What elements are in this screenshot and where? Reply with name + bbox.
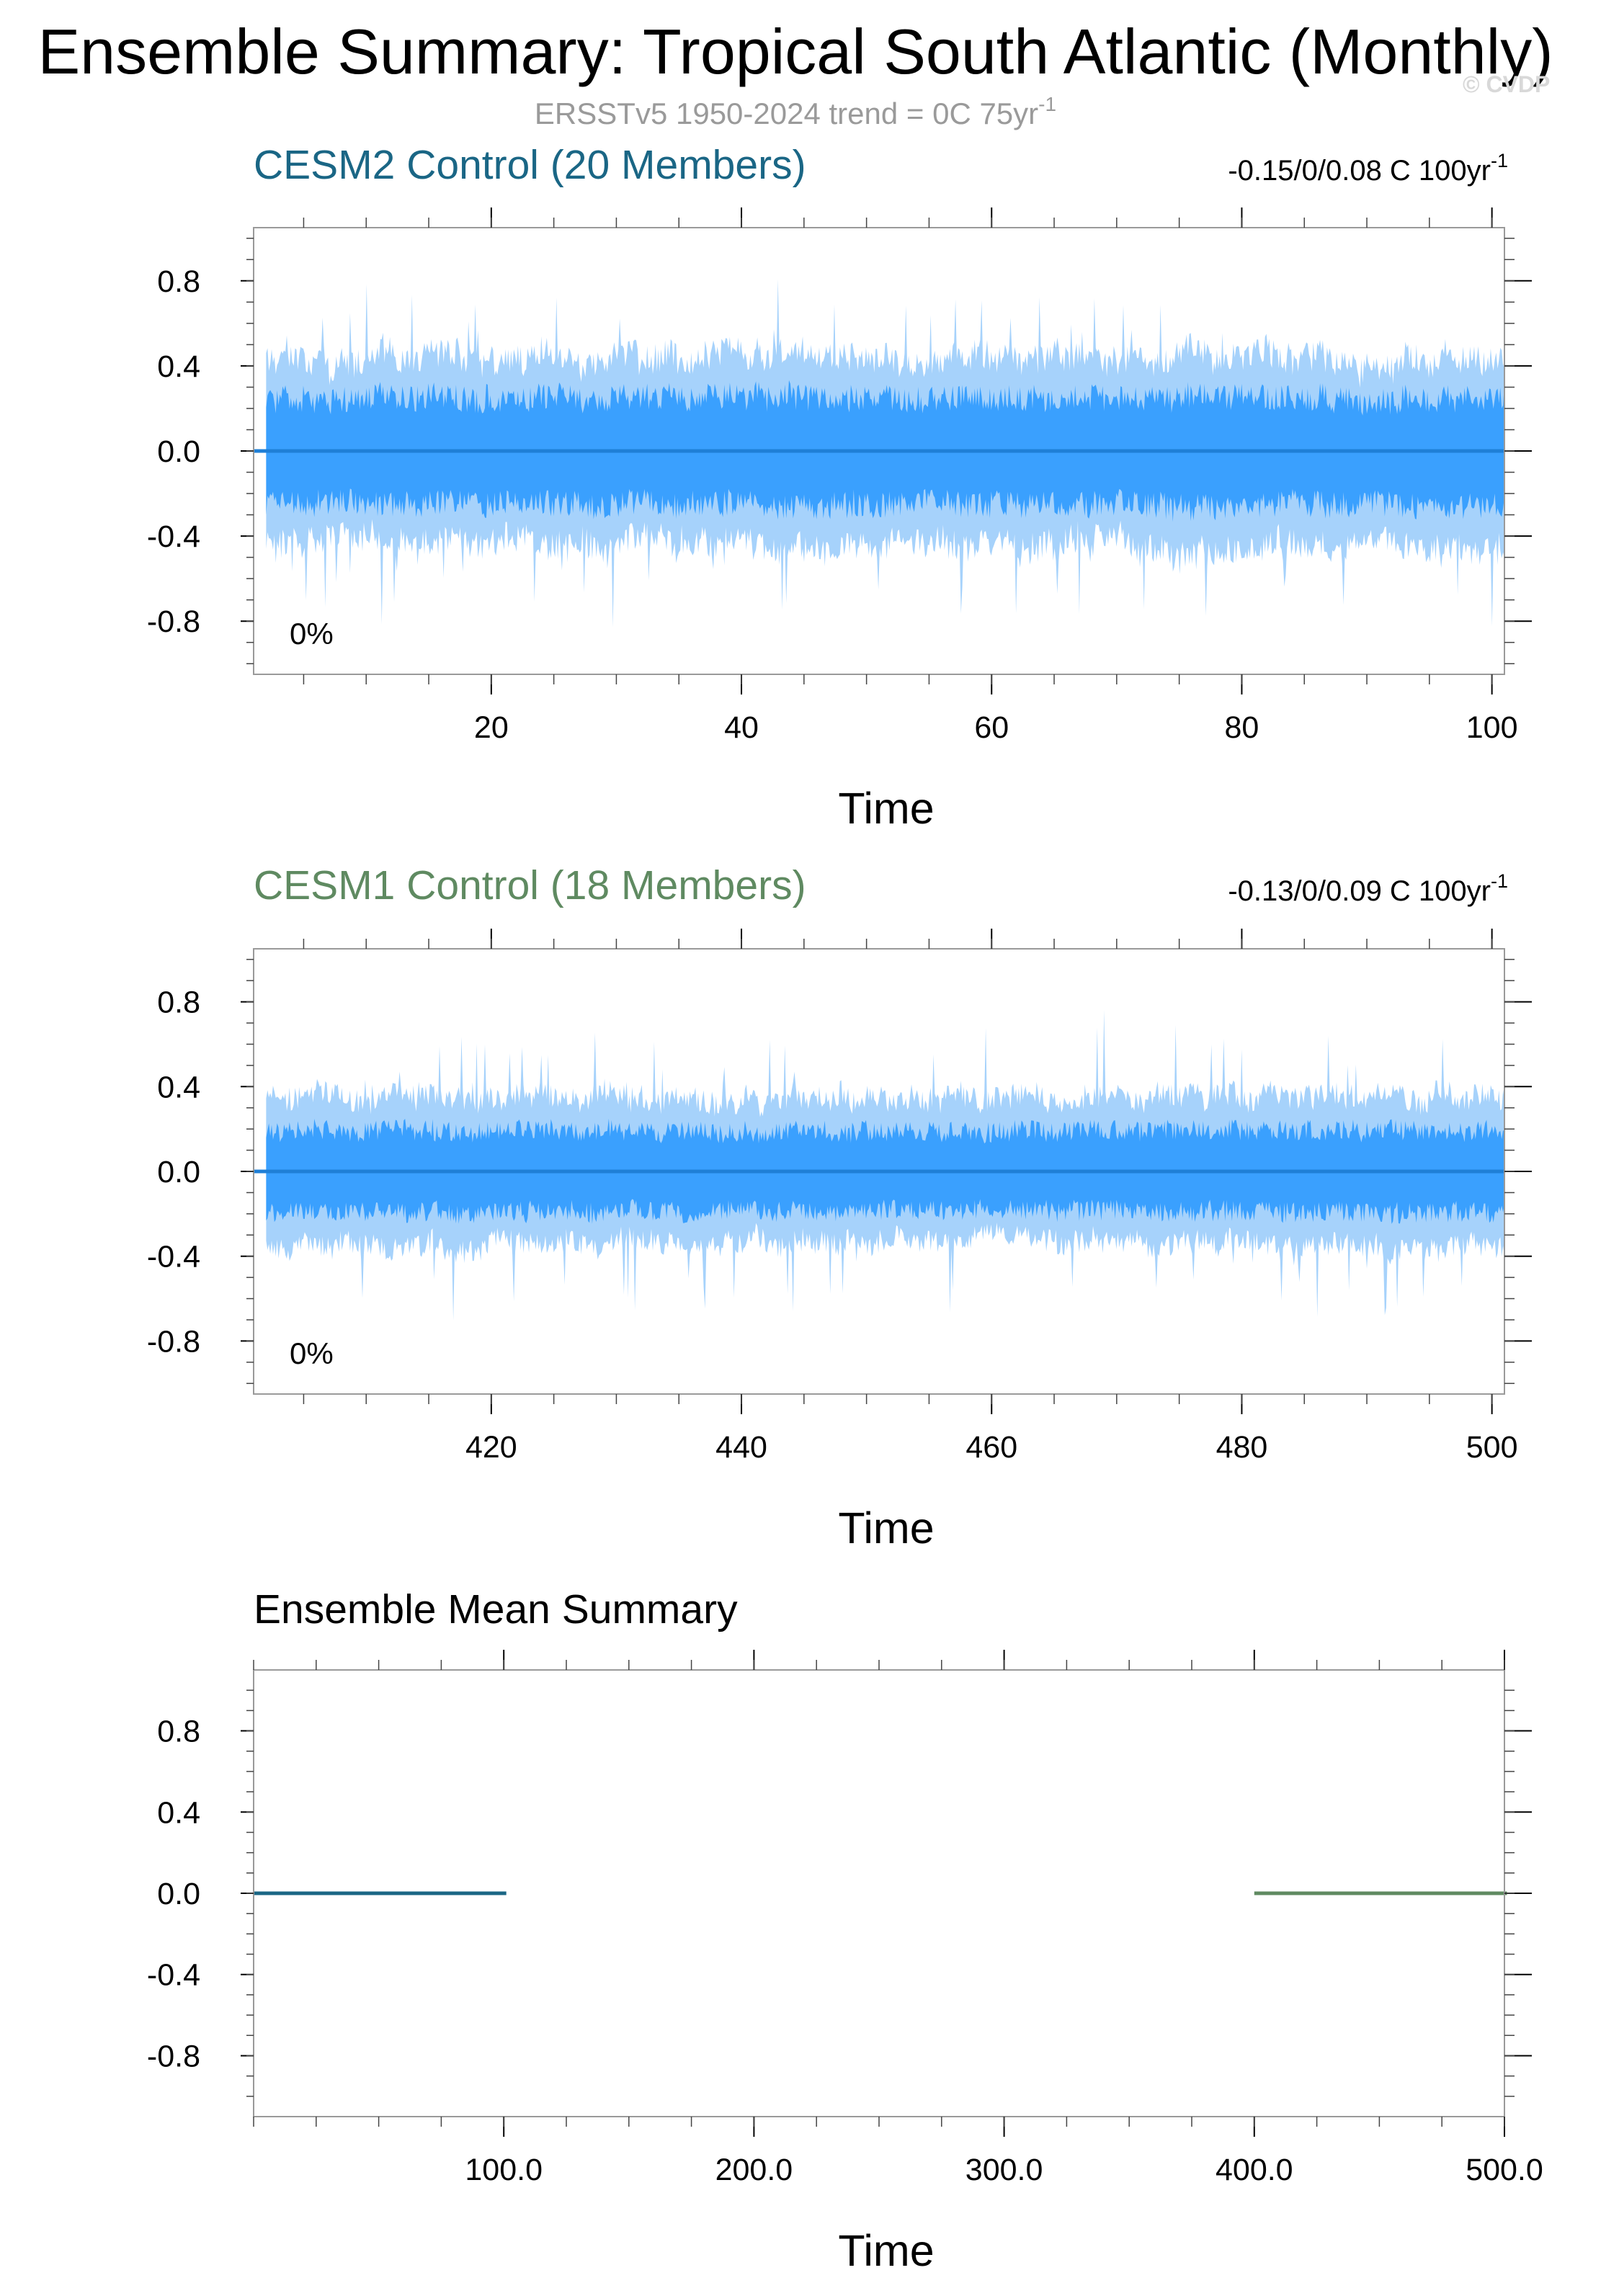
p2-x-tick-label-0: 100.0 <box>465 2153 543 2187</box>
p1-x-tick-label-1: 440 <box>715 1430 767 1465</box>
p1-y-tick-label-3: -0.4 <box>147 1240 200 1274</box>
panel-cesm2-control: CESM2 Control (20 Members) -0.15/0/0.08 C… <box>147 142 1532 833</box>
p1-panel-title: CESM1 Control (18 Members) <box>254 862 806 908</box>
p2-x-axis-label: Time <box>838 2226 934 2275</box>
subtitle-superscript: -1 <box>1038 93 1056 115</box>
p1-x-tick-label-4: 500 <box>1466 1430 1518 1465</box>
p1-y-tick-label-0: 0.8 <box>157 986 200 1020</box>
p1-trend-label: -0.13/0/0.09 C 100yr-1 <box>1228 870 1508 907</box>
p1-trend-superscript: -1 <box>1491 870 1508 892</box>
subtitle-text: ERSSTv5 1950-2024 trend = 0C 75yr <box>535 97 1038 130</box>
p0-y-tick-label-4: -0.8 <box>147 604 200 639</box>
panel-ensemble-mean-summary: Ensemble Mean Summary 0.8 0.4 0.0 -0.4 -0.8 10… <box>147 1586 1543 2275</box>
copyright-watermark: © CVDP <box>1463 71 1550 97</box>
p2-x-tick-label-1: 200.0 <box>715 2153 793 2187</box>
p0-y-tick-label-3: -0.4 <box>147 519 200 554</box>
p0-trend-label: -0.15/0/0.08 C 100yr-1 <box>1228 150 1508 187</box>
p2-y-tick-label-0: 0.8 <box>157 1715 200 1749</box>
p0-x-tick-label-1: 40 <box>724 710 759 745</box>
p2-y-tick-label-3: -0.4 <box>147 1958 200 1993</box>
p2-y-tick-label-2: 0.0 <box>157 1877 200 1911</box>
p0-y-tick-label-2: 0.0 <box>157 434 200 469</box>
p1-x-tick-label-2: 460 <box>965 1430 1017 1465</box>
p0-x-tick-label-0: 20 <box>474 710 509 745</box>
p2-panel-title: Ensemble Mean Summary <box>254 1586 738 1632</box>
p1-y-tick-label-4: -0.8 <box>147 1324 200 1359</box>
p0-percent-annotation: 0% <box>290 617 334 651</box>
p2-y-tick-label-1: 0.4 <box>157 1795 200 1830</box>
p0-x-tick-label-4: 100 <box>1466 710 1518 745</box>
p1-trend-text: -0.13/0/0.09 C 100yr <box>1228 875 1491 907</box>
p0-x-tick-label-2: 60 <box>974 710 1009 745</box>
p1-x-axis-label: Time <box>838 1504 934 1553</box>
p0-trend-text: -0.15/0/0.08 C 100yr <box>1228 155 1491 187</box>
p0-panel-title: CESM2 Control (20 Members) <box>254 142 806 188</box>
p1-y-tick-label-1: 0.4 <box>157 1070 200 1104</box>
p2-y-tick-label-4: -0.8 <box>147 2039 200 2073</box>
p2-x-tick-label-3: 400.0 <box>1216 2153 1293 2187</box>
p1-y-tick-label-2: 0.0 <box>157 1155 200 1189</box>
p1-x-tick-label-3: 480 <box>1216 1430 1268 1465</box>
figure-subtitle: ERSSTv5 1950-2024 trend = 0C 75yr-1 <box>535 93 1056 130</box>
figure-title: Ensemble Summary: Tropical South Atlanti… <box>37 16 1553 87</box>
p2-x-tick-label-4: 500.0 <box>1466 2153 1543 2187</box>
p1-x-tick-label-0: 420 <box>465 1430 517 1465</box>
p0-trend-superscript: -1 <box>1491 150 1508 171</box>
p0-x-axis-label: Time <box>838 784 934 833</box>
p2-x-tick-label-2: 300.0 <box>965 2153 1043 2187</box>
p0-y-tick-label-1: 0.4 <box>157 349 200 384</box>
p0-x-tick-label-3: 80 <box>1225 710 1259 745</box>
p0-y-tick-label-0: 0.8 <box>157 264 200 299</box>
panel-cesm1-control: CESM1 Control (18 Members) -0.13/0/0.09 C… <box>147 862 1532 1553</box>
p1-percent-annotation: 0% <box>290 1336 334 1370</box>
